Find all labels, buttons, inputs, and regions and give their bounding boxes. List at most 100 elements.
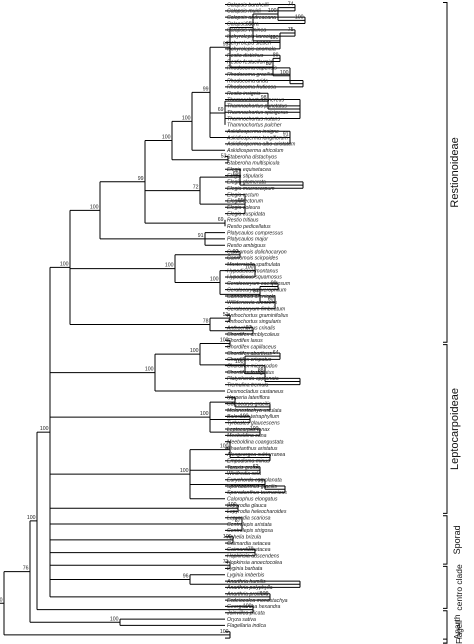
- clade-label: Restionoideae: [449, 137, 461, 207]
- support-value: 69: [218, 107, 224, 113]
- taxon-label: Hopkinsia anoectocolea: [227, 560, 282, 566]
- support-value: 69: [233, 171, 239, 177]
- support-value: 100: [145, 367, 154, 373]
- taxon-label: Rhodocoma fruticosa: [227, 85, 276, 91]
- support-value: 100: [182, 115, 191, 121]
- support-value: 82: [266, 61, 272, 67]
- taxon-label: Restio tritiaus: [227, 218, 259, 224]
- support-value: 100: [200, 411, 209, 417]
- support-value: 60: [268, 296, 274, 302]
- taxon-label: Hopkinsia adscendens: [227, 554, 280, 560]
- taxon-label: Chordifex crispatus: [227, 357, 272, 363]
- taxon-label: Anthochortus graminifolius: [226, 313, 289, 319]
- taxon-label: Restio distichus: [227, 53, 264, 59]
- taxon-label: Mastersiella spathulata: [227, 262, 280, 268]
- taxon-label: Ischyrolepis sieberi: [227, 40, 272, 46]
- taxon-label: Thamnochortus punctatus: [227, 104, 287, 110]
- taxon-label: Oryza sativa: [227, 617, 256, 623]
- support-value: 100: [250, 426, 259, 432]
- taxon-label: Askidiosperma albo-aristatum: [226, 142, 296, 148]
- clade-brackets: Restionoideae Leptocarpoideae Sporad centro…: [443, 2, 464, 644]
- taxon-label: Restio insignis: [227, 91, 261, 97]
- support-value: 100: [210, 276, 219, 282]
- support-value: 99: [203, 86, 209, 92]
- taxon-label: Melanostachya ustulata: [227, 408, 282, 414]
- taxon-label: Cannomois arenicola: [227, 294, 276, 300]
- taxon-label: Calopsis muirii: [227, 9, 262, 15]
- support-value: 100: [0, 597, 3, 603]
- taxon-label: Eurychorda complanata: [227, 478, 282, 484]
- taxon-label: Cannomois dolichocaryon: [227, 249, 287, 255]
- taxon-label: Elegia equisetacea: [227, 167, 271, 173]
- support-value: 100: [243, 604, 252, 610]
- support-value: 76: [23, 566, 29, 572]
- taxon-label: Chordifex microcodon: [227, 363, 278, 369]
- taxon-label: Thamnochortus pulcher: [227, 123, 282, 129]
- support-value: 91: [198, 233, 204, 239]
- taxon-label: Winifredia sola: [227, 471, 261, 477]
- support-value: 92: [233, 249, 239, 255]
- support-value: 65: [238, 198, 244, 204]
- clade-label: Anarth: [452, 614, 462, 639]
- taxon-label: Harperia lateriflora: [227, 395, 270, 401]
- support-value: 100: [245, 265, 254, 271]
- support-value: 100: [190, 348, 199, 354]
- taxon-label: Leptocarpus tenax: [227, 427, 270, 433]
- support-value: 91: [283, 132, 289, 138]
- taxon-label: Ceratocaryum caespitosum: [227, 281, 291, 287]
- support-value: 72: [193, 185, 199, 191]
- support-value: 100: [165, 263, 174, 269]
- taxon-label: Cannomois scirpoides: [227, 256, 278, 262]
- taxon-label: Chordifex amblycoleus: [227, 332, 280, 338]
- support-value: 71: [228, 396, 234, 402]
- clade-label: Leptocarpoideae: [449, 388, 461, 470]
- support-value: 53: [221, 154, 227, 160]
- taxon-label: Calopsis burchellii: [227, 2, 270, 8]
- taxon-label: Ceratocaryum xerophilum: [227, 287, 287, 293]
- support-values: 7410010075100958910082959869919910053100…: [0, 2, 304, 635]
- taxon-label: Elegia stipularis: [227, 173, 264, 179]
- taxon-label: Lepyrodia heleocharoides: [227, 509, 287, 515]
- support-value: 88: [258, 368, 264, 374]
- support-value: 100: [260, 591, 269, 597]
- taxon-label: Ceratocaryum fimbriatum: [227, 306, 286, 312]
- taxon-label: Tyrbastes glaucescens: [227, 420, 280, 426]
- support-value: 100: [90, 204, 99, 210]
- support-value: 95: [246, 21, 252, 27]
- taxon-label: Platycaulos compressus: [227, 230, 283, 236]
- support-value: 78: [203, 318, 209, 324]
- taxon-label: Rhodocoma arida: [227, 78, 268, 84]
- taxon-label: Elegia coleura: [227, 205, 260, 211]
- taxon-label: Alexgeorgea subterranea: [226, 452, 285, 458]
- taxon-label: Anthochortus singularis: [226, 319, 281, 325]
- taxon-label: Lyginia barbata: [227, 566, 262, 572]
- taxon-label: Anarthria prolifera: [226, 592, 268, 598]
- taxon-label: Staberoha distachyos: [227, 154, 277, 160]
- taxon-label: Askidiosperma longiflorum: [226, 135, 289, 141]
- support-value: 51: [223, 312, 229, 318]
- support-value: 62: [253, 464, 259, 470]
- taxon-label: Ischyrolepis karooica: [227, 34, 276, 40]
- taxon-label: Flagellaria indica: [227, 623, 266, 629]
- support-value: 95: [223, 41, 229, 47]
- support-value: 64: [273, 350, 279, 356]
- taxon-label: Calorophus elongatus: [227, 497, 278, 503]
- taxon-label: Rhodocoma capensis: [227, 66, 277, 72]
- clade-label: centro clade: [454, 564, 464, 611]
- support-value: 74: [288, 2, 294, 8]
- taxon-label: Elegia glomerata: [227, 180, 266, 186]
- taxon-label: Hypodiscus montanus: [227, 268, 278, 274]
- taxon-label: Gaimardia setacea: [227, 541, 271, 547]
- taxon-label: Chordifex fastigiatus: [227, 370, 274, 376]
- support-value: 100: [220, 337, 229, 343]
- taxon-label: Elegia tectorum: [227, 199, 264, 205]
- taxon-label: Chaetanthus aristatus: [227, 446, 278, 452]
- taxon-label: Empodisma minus: [227, 458, 270, 464]
- tree-branches: [0, 4, 306, 639]
- taxon-label: Baloskion tetraphyllum: [227, 414, 280, 420]
- taxon-label: Desmocladus castaneus: [227, 389, 284, 395]
- support-value: 100: [223, 534, 232, 540]
- taxon-label: Joinvillea plicata: [226, 611, 265, 617]
- taxon-label: Gaimardia setacea: [227, 547, 271, 553]
